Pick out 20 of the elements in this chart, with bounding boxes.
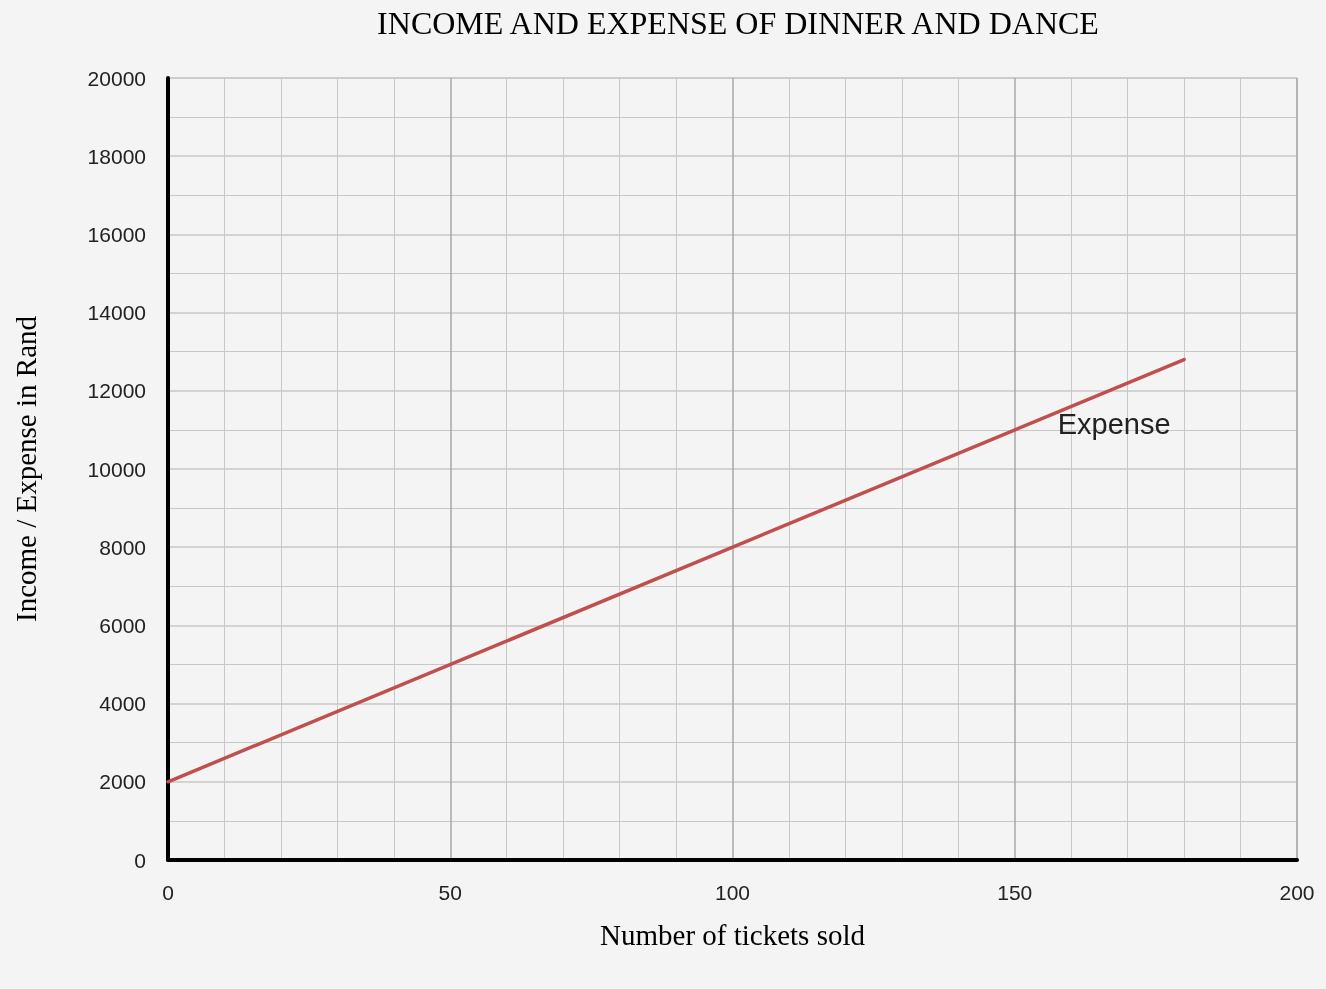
y-tick-label: 6000 — [99, 613, 146, 637]
y-tick-label: 18000 — [87, 144, 146, 168]
series-label: Expense — [1057, 407, 1171, 440]
x-tick-label: 150 — [997, 881, 1033, 904]
x-tick-label: 50 — [438, 881, 462, 904]
y-tick-label: 2000 — [99, 770, 146, 794]
x-tick-label: 100 — [714, 881, 751, 904]
y-tick-label: 16000 — [87, 222, 146, 246]
x-tick-label: 200 — [1279, 881, 1315, 904]
y-tick-label: 10000 — [87, 457, 146, 481]
x-axis-title: Number of tickets sold — [600, 918, 866, 951]
y-tick-label: 20000 — [87, 66, 146, 90]
x-tick-label: 0 — [162, 881, 174, 904]
chart-title: INCOME AND EXPENSE OF DINNER AND DANCE — [377, 5, 1099, 41]
y-tick-label: 12000 — [87, 379, 146, 403]
y-tick-label: 0 — [134, 848, 146, 872]
y-tick-label: 4000 — [99, 692, 146, 716]
y-axis-title: Income / Expense in Rand — [9, 315, 42, 623]
y-tick-label: 8000 — [99, 535, 146, 559]
y-tick-label: 14000 — [87, 301, 146, 325]
